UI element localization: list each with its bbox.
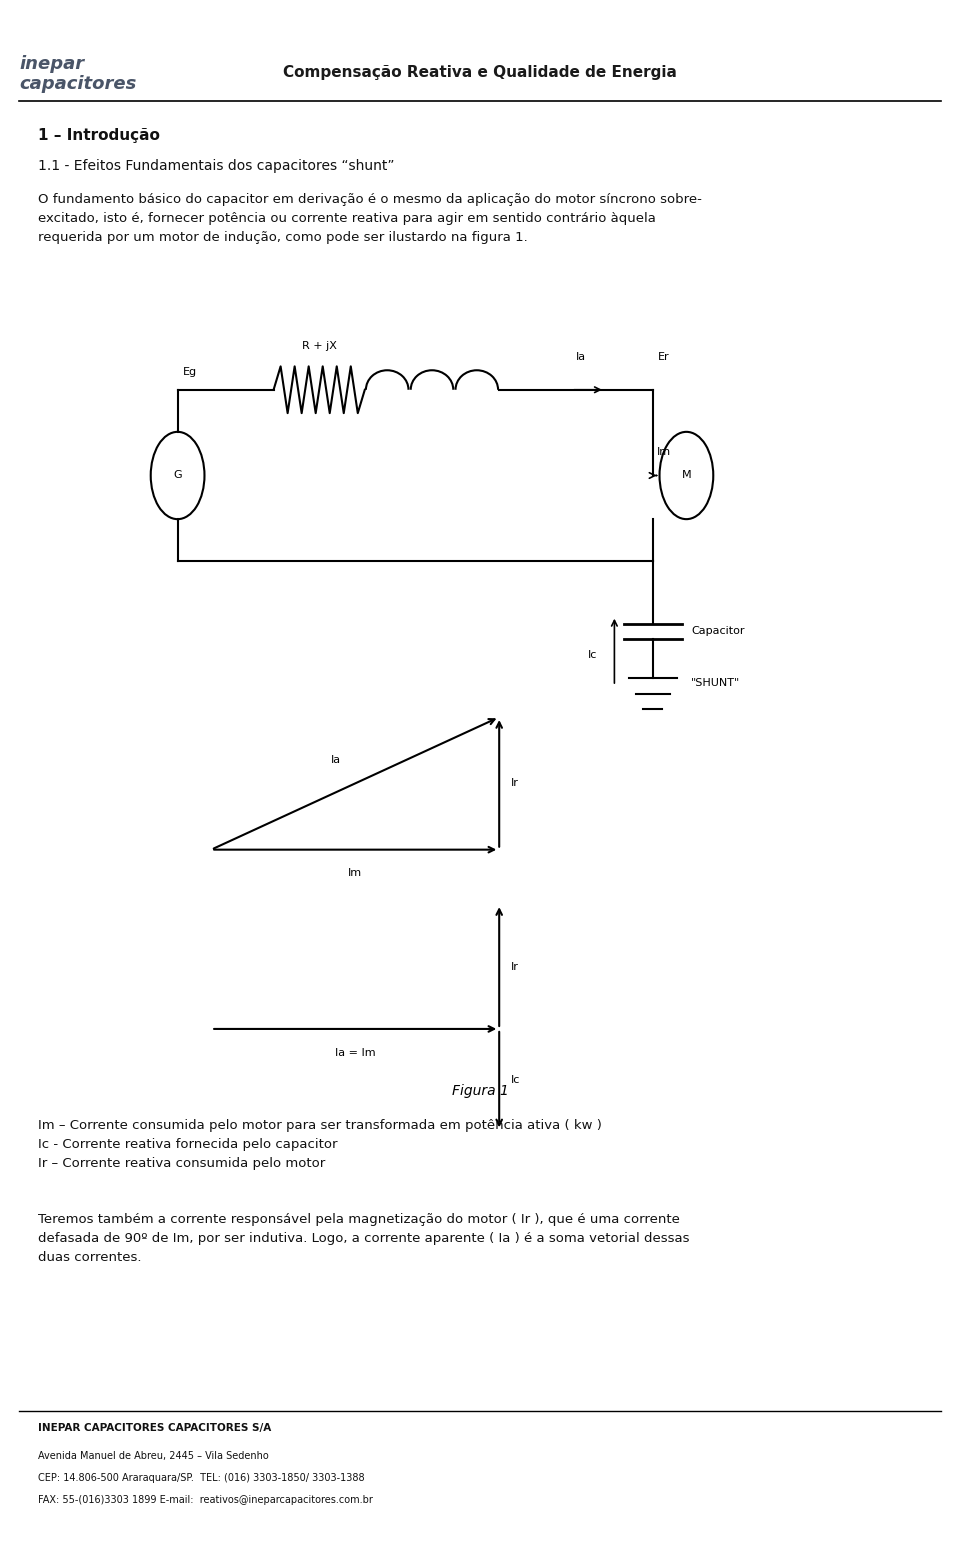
Text: Teremos também a corrente responsável pela magnetização do motor ( Ir ), que é u: Teremos também a corrente responsável pe… [38, 1213, 690, 1264]
Text: Im – Corrente consumida pelo motor para ser transformada em potência ativa ( kw : Im – Corrente consumida pelo motor para … [38, 1119, 602, 1171]
Text: INEPAR CAPACITORES CAPACITORES S/A: INEPAR CAPACITORES CAPACITORES S/A [38, 1423, 272, 1433]
Text: O fundamento básico do capacitor em derivação é o mesmo da aplicação do motor sí: O fundamento básico do capacitor em deri… [38, 193, 703, 245]
Text: inepar
capacitores: inepar capacitores [19, 55, 136, 94]
Text: FAX: 55-(016)3303 1899 E-mail:  reativos@ineparcapacitores.com.br: FAX: 55-(016)3303 1899 E-mail: reativos@… [38, 1495, 373, 1504]
Text: Ia: Ia [331, 755, 341, 765]
Text: Ia: Ia [576, 352, 586, 362]
Text: Im: Im [348, 868, 362, 878]
Text: "SHUNT": "SHUNT" [691, 678, 740, 688]
Text: CEP: 14.806-500 Araraquara/SP.  TEL: (016) 3303-1850/ 3303-1388: CEP: 14.806-500 Araraquara/SP. TEL: (016… [38, 1473, 365, 1483]
Text: Capacitor: Capacitor [691, 627, 745, 636]
Text: Avenida Manuel de Abreu, 2445 – Vila Sedenho: Avenida Manuel de Abreu, 2445 – Vila Sed… [38, 1451, 269, 1461]
Text: Ir: Ir [511, 962, 518, 971]
Text: R + jX: R + jX [301, 341, 337, 351]
Text: 1 – Introdução: 1 – Introdução [38, 128, 160, 143]
Text: M: M [682, 471, 691, 480]
Text: Ic: Ic [511, 1074, 520, 1085]
Text: Er: Er [658, 352, 669, 362]
Text: Ic: Ic [588, 650, 597, 659]
Text: Eg: Eg [182, 368, 197, 377]
Text: Im: Im [657, 447, 671, 457]
Text: G: G [174, 471, 181, 480]
Text: 1.1 - Efeitos Fundamentais dos capacitores “shunt”: 1.1 - Efeitos Fundamentais dos capacitor… [38, 159, 395, 173]
Text: Ir: Ir [511, 778, 518, 789]
Text: Compensação Reativa e Qualidade de Energia: Compensação Reativa e Qualidade de Energ… [283, 65, 677, 81]
Text: Figura 1: Figura 1 [451, 1084, 509, 1098]
Text: Ia = Im: Ia = Im [335, 1048, 375, 1057]
